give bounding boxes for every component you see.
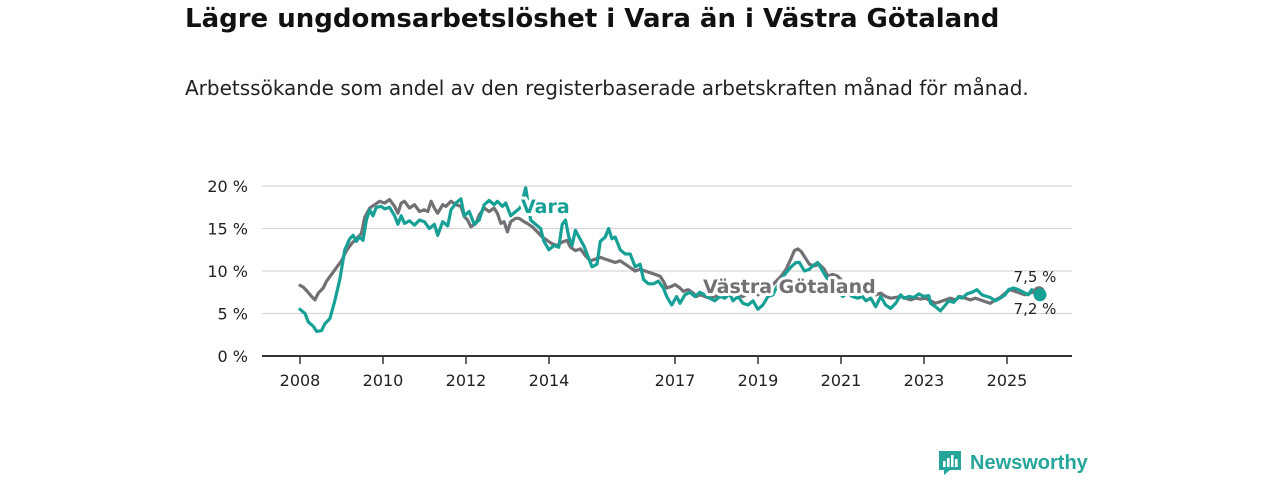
x-tick-label: 2025 xyxy=(987,371,1028,390)
y-tick-label: 15 % xyxy=(207,220,248,239)
y-tick-label: 20 % xyxy=(207,177,248,196)
brand-name: Newsworthy xyxy=(970,451,1088,474)
vastra-gotaland-line xyxy=(298,198,1042,305)
x-tick-label: 2014 xyxy=(529,371,570,390)
x-axis-ticks: 2008 2010 2012 2014 2017 2019 2021 2023 2025 xyxy=(280,356,1028,390)
vara-end-dot xyxy=(1033,288,1047,302)
x-tick-label: 2008 xyxy=(280,371,321,390)
newsworthy-logo-icon xyxy=(939,451,961,475)
grid-lines xyxy=(262,185,1072,315)
y-axis-ticks: 0 % 5 % 10 % 15 % 20 % xyxy=(207,177,248,366)
end-markers: 7,5 % 7,2 % xyxy=(1014,268,1057,318)
vara-line xyxy=(298,186,1042,333)
x-tick-label: 2019 xyxy=(738,371,779,390)
vastra-gotaland-end-label: 7,5 % xyxy=(1014,268,1057,286)
brand-logo[interactable]: Newsworthy xyxy=(937,448,1088,478)
vastra-gotaland-series-label: Västra Götaland xyxy=(703,276,876,298)
x-tick-label: 2010 xyxy=(363,371,404,390)
vara-series-label: Vara xyxy=(521,196,570,218)
x-tick-label: 2017 xyxy=(655,371,696,390)
vara-end-label: 7,2 % xyxy=(1014,300,1057,318)
y-tick-label: 10 % xyxy=(207,262,248,281)
y-tick-label: 5 % xyxy=(218,305,248,324)
x-tick-label: 2021 xyxy=(821,371,862,390)
series-lines xyxy=(298,186,1042,333)
vastra-gotaland-series-label-halo: Västra Götaland xyxy=(703,276,876,298)
y-tick-label: 0 % xyxy=(218,347,248,366)
vara-series-label-halo: Vara xyxy=(521,196,570,218)
chart-title: Lägre ungdomsarbetslöshet i Vara än i Vä… xyxy=(185,4,1000,34)
chart-subtitle: Arbetssökande som andel av den registerb… xyxy=(185,76,1029,100)
x-tick-label: 2012 xyxy=(446,371,487,390)
x-tick-label: 2023 xyxy=(904,371,945,390)
